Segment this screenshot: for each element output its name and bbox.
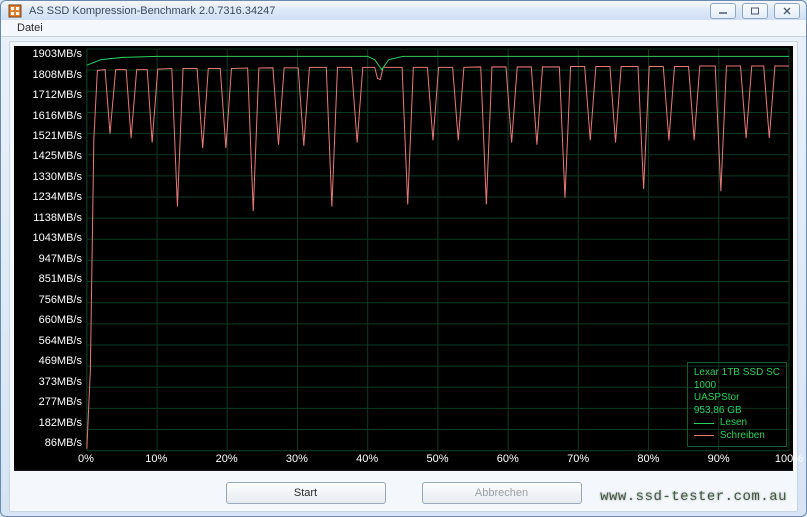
window-controls <box>710 3 800 19</box>
legend-device-line1: Lexar 1TB SSD SC <box>694 367 780 380</box>
legend-driver: UASPStor <box>694 392 780 405</box>
legend-device-line2: 1000 <box>694 380 780 393</box>
chart-legend: Lexar 1TB SSD SC 1000 UASPStor 953,86 GB… <box>687 362 787 447</box>
legend-read-label: Lesen <box>720 417 747 430</box>
window-title: AS SSD Kompression-Benchmark 2.0.7316.34… <box>29 5 710 17</box>
menubar: Datei <box>1 20 806 37</box>
minimize-button[interactable] <box>710 3 736 19</box>
chart-area: 1903MB/s1808MB/s1712MB/s1616MB/s1521MB/s… <box>14 46 793 471</box>
close-button[interactable] <box>774 3 800 19</box>
maximize-button[interactable] <box>742 3 768 19</box>
legend-read-row: Lesen <box>694 417 780 430</box>
titlebar[interactable]: AS SSD Kompression-Benchmark 2.0.7316.34… <box>1 1 806 20</box>
start-button[interactable]: Start <box>226 482 386 504</box>
app-window: AS SSD Kompression-Benchmark 2.0.7316.34… <box>0 0 807 517</box>
watermark-text: www.ssd-tester.com.au <box>600 489 787 505</box>
legend-write-label: Schreiben <box>720 430 765 443</box>
content-panel: 1903MB/s1808MB/s1712MB/s1616MB/s1521MB/s… <box>9 41 798 512</box>
legend-read-swatch <box>694 423 714 424</box>
legend-write-swatch <box>694 435 714 436</box>
menu-file[interactable]: Datei <box>9 20 51 36</box>
legend-capacity: 953,86 GB <box>694 405 780 418</box>
button-row: Start Abbrechen www.ssd-tester.com.au <box>10 475 797 511</box>
legend-write-row: Schreiben <box>694 430 780 443</box>
benchmark-chart <box>14 46 793 471</box>
app-icon <box>7 3 23 19</box>
abort-button: Abbrechen <box>422 482 582 504</box>
